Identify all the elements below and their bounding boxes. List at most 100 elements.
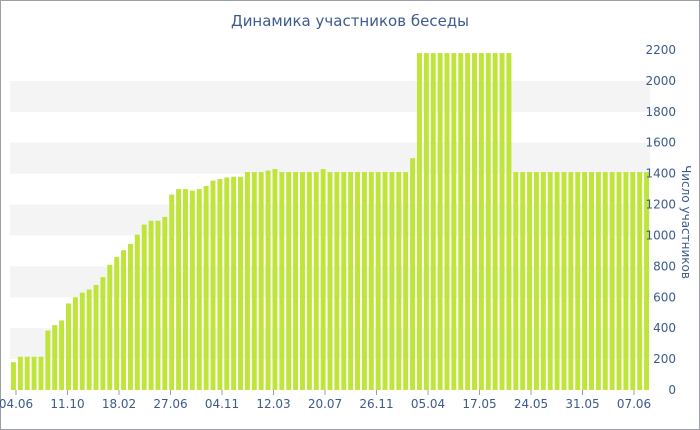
bar (155, 220, 161, 390)
bar (210, 180, 216, 390)
bar (368, 172, 374, 390)
x-tick-label: 27.06 (153, 397, 187, 411)
bar (582, 172, 588, 390)
bar (272, 169, 278, 390)
bar (375, 172, 381, 390)
y-axis-ticks: 0 200 400 600 800 1000 1200 1400 1600 1800 2000 220… (645, 43, 676, 397)
bar (114, 257, 120, 390)
bar (176, 189, 182, 390)
x-tick-label: 07.06 (617, 397, 651, 411)
bar (265, 170, 271, 390)
bar (148, 220, 154, 390)
y-tick-label: 1400 (645, 167, 676, 181)
bar (320, 169, 326, 390)
bar (458, 53, 464, 391)
bar (472, 53, 477, 391)
bar (430, 53, 436, 391)
bar (595, 172, 601, 390)
bar (17, 356, 23, 390)
bar (203, 186, 209, 390)
bar (217, 179, 223, 390)
bar (499, 53, 505, 391)
bar (382, 172, 388, 390)
x-tick-label: 04.11 (205, 397, 239, 411)
x-tick-label: 26.11 (359, 397, 393, 411)
bar (169, 194, 175, 390)
bar (389, 172, 395, 390)
bar (416, 53, 422, 391)
bar (423, 53, 429, 391)
bar (451, 53, 457, 391)
bar (100, 277, 106, 390)
bar (403, 172, 409, 390)
bar (334, 172, 340, 390)
bar (527, 172, 533, 390)
chart-title: Динамика участников беседы (230, 12, 470, 30)
bar (437, 53, 443, 391)
bar (637, 172, 643, 390)
bar (492, 53, 498, 391)
bar (251, 172, 257, 390)
bar (444, 53, 450, 391)
bar (568, 172, 574, 390)
bar (589, 172, 594, 390)
bar (72, 297, 78, 390)
bar (355, 172, 360, 390)
bar (533, 172, 539, 390)
bar (623, 172, 629, 390)
x-axis-ticks: 04.06 11.10 18.02 27.06 04.11 12.03 20.07 26.11… (0, 390, 651, 411)
bar (107, 264, 113, 390)
bar (506, 53, 512, 391)
bar (66, 303, 71, 390)
bar (52, 325, 58, 390)
x-tick-label: 24.05 (514, 397, 548, 411)
y-tick-label: 400 (653, 321, 676, 335)
bar (313, 172, 319, 390)
y-tick-label: 1800 (645, 105, 676, 119)
bar (575, 172, 581, 390)
bar (465, 53, 471, 391)
bar (189, 190, 195, 390)
bar (183, 189, 188, 390)
bar (540, 172, 546, 390)
bar (547, 172, 553, 390)
bar (10, 362, 16, 390)
bar (231, 176, 237, 390)
bar (554, 172, 560, 390)
bar (134, 234, 140, 390)
y-tick-label: 600 (653, 290, 676, 304)
grid-band (10, 80, 650, 112)
bar (279, 172, 285, 390)
bar (45, 330, 51, 390)
bar (86, 289, 92, 390)
bar (520, 172, 526, 390)
bar (616, 172, 622, 390)
bar (609, 172, 615, 390)
bar (38, 356, 44, 390)
bar (348, 172, 354, 390)
x-tick-label: 20.07 (308, 397, 342, 411)
x-tick-label: 04.06 (0, 397, 33, 411)
y-tick-label: 1200 (645, 198, 676, 212)
bar (93, 284, 99, 390)
grid-band (10, 142, 650, 174)
x-tick-label: 17.05 (462, 397, 496, 411)
bar (79, 292, 85, 390)
bar (258, 172, 264, 390)
y-axis-label: Число участников (679, 165, 693, 279)
bar (485, 53, 491, 391)
x-tick-label: 18.02 (102, 397, 136, 411)
x-tick-label: 05.04 (411, 397, 445, 411)
y-tick-label: 1600 (645, 136, 676, 150)
bar (361, 172, 367, 390)
bar (341, 172, 347, 390)
y-tick-label: 2200 (645, 43, 676, 57)
bar (141, 224, 147, 390)
bar (238, 176, 244, 390)
bars (10, 53, 650, 391)
y-tick-label: 1000 (645, 229, 676, 243)
y-tick-label: 200 (653, 352, 676, 366)
bar (244, 172, 250, 390)
bar (224, 177, 230, 390)
bar (162, 216, 168, 390)
